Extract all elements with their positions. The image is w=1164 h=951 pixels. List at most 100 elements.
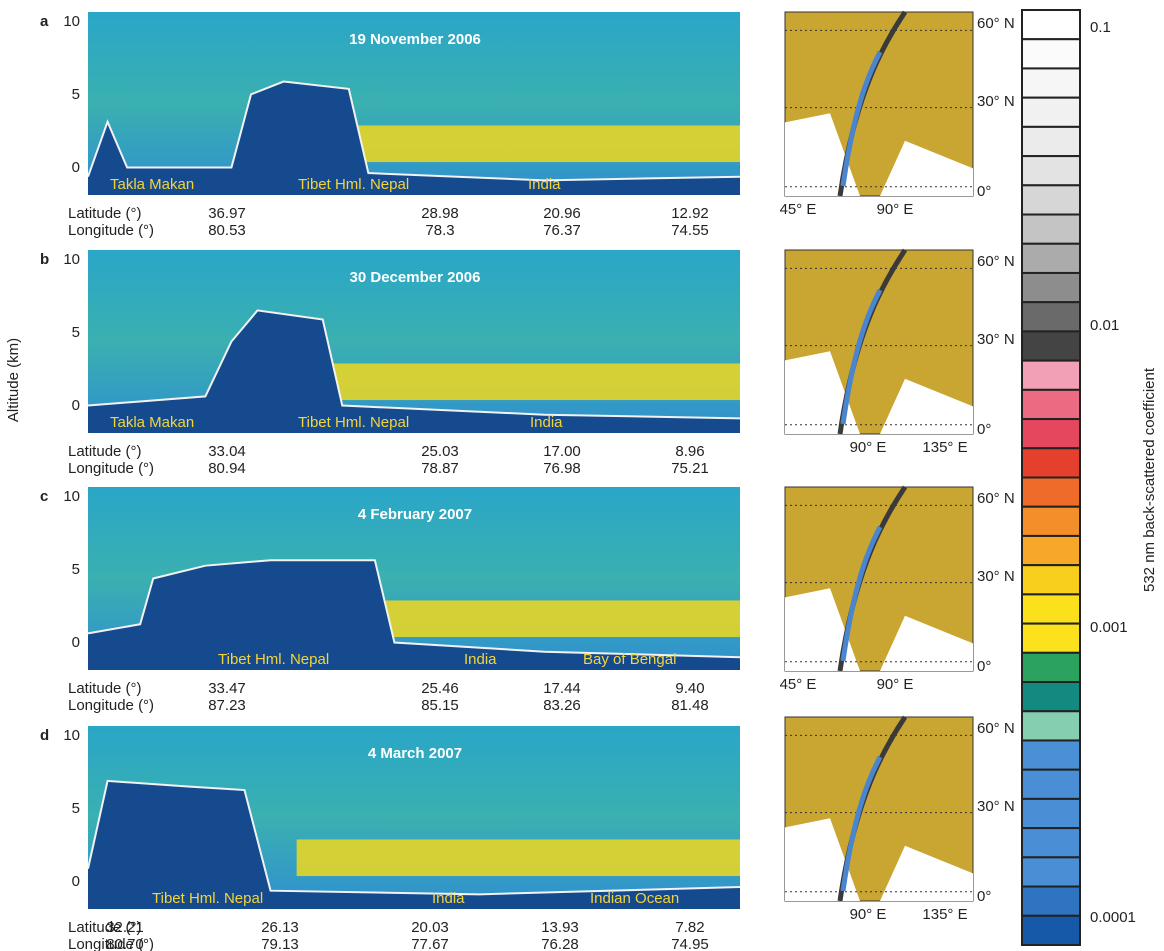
y-tick-label: 5: [72, 561, 80, 578]
colorbar-swatch: [1021, 885, 1081, 917]
longitude-value: 80.94: [208, 460, 246, 477]
latitude-value: 17.00: [543, 443, 581, 460]
map-lat-label: 30° N: [977, 798, 1015, 815]
colorbar-swatch: [1021, 622, 1081, 654]
panel-letter: d: [40, 727, 49, 744]
y-tick-label: 10: [63, 488, 80, 505]
longitude-value: 76.37: [543, 222, 581, 239]
map-ocean: [785, 351, 973, 434]
colorbar-swatch: [1021, 768, 1081, 800]
latitude-value: 33.47: [208, 680, 246, 697]
colorbar-label: 0.1: [1090, 19, 1111, 36]
map-lon-label: 135° E: [922, 906, 967, 923]
latitude-value: 20.96: [543, 205, 581, 222]
colorbar-swatch: [1021, 271, 1081, 304]
longitude-label: Longitude (°): [68, 936, 154, 951]
colorbar-swatch: [1021, 447, 1081, 479]
map-ocean: [785, 818, 973, 901]
aerosol-layer: [283, 363, 740, 401]
panel-letter: a: [40, 13, 49, 30]
map-ocean: [785, 588, 973, 671]
map-lat-label: 30° N: [977, 331, 1015, 348]
longitude-value: 85.15: [421, 697, 459, 714]
map-lon-label: 135° E: [922, 439, 967, 456]
map-lat-label: 30° N: [977, 568, 1015, 585]
latitude-value: 12.92: [671, 205, 709, 222]
map-lat-label: 60° N: [977, 253, 1015, 270]
region-label: Tibet Hml. Nepal: [298, 414, 409, 431]
latitude-label: Latitude (°): [68, 205, 142, 222]
longitude-value: 75.21: [671, 460, 709, 477]
panel-date: 19 November 2006: [349, 31, 481, 48]
longitude-value: 80.53: [208, 222, 246, 239]
y-tick-label: 5: [72, 86, 80, 103]
latitude-value: 32.21: [106, 919, 144, 936]
colorbar-swatch: [1021, 330, 1081, 362]
colorbar-swatch: [1021, 67, 1081, 99]
colorbar-swatch: [1021, 593, 1081, 625]
region-label: India: [528, 176, 561, 193]
colorbar-swatch: [1021, 125, 1081, 158]
colorbar-swatch: [1021, 534, 1081, 567]
region-label: Indian Ocean: [590, 890, 679, 907]
region-label: Tibet Hml. Nepal: [152, 890, 263, 907]
longitude-label: Longitude (°): [68, 697, 154, 714]
colorbar-swatch: [1021, 301, 1081, 333]
latitude-value: 25.46: [421, 680, 459, 697]
longitude-value: 78.3: [425, 222, 454, 239]
region-label: India: [530, 414, 563, 431]
colorbar-swatch: [1021, 9, 1081, 41]
surface-return: [87, 559, 741, 659]
colorbar-swatch: [1021, 564, 1081, 596]
y-tick-label: 0: [72, 873, 80, 890]
y-tick-label: 0: [72, 634, 80, 651]
longitude-value: 79.13: [261, 936, 299, 951]
y-tick-label: 10: [63, 13, 80, 30]
colorbar-swatch: [1021, 184, 1081, 216]
map-lon-label: 90° E: [877, 676, 914, 693]
colorbar-label: 0.001: [1090, 619, 1128, 636]
map-lat-label: 0°: [977, 183, 991, 200]
region-label: Tibet Hml. Nepal: [218, 651, 329, 668]
latitude-value: 33.04: [208, 443, 246, 460]
latitude-value: 20.03: [411, 919, 449, 936]
colorbar-swatch: [1021, 96, 1081, 128]
map-lat-label: 60° N: [977, 490, 1015, 507]
colorbar-swatch: [1021, 242, 1081, 274]
y-axis-label: Altitude (km): [5, 338, 22, 422]
map-lon-label: 90° E: [877, 201, 914, 218]
longitude-value: 74.55: [671, 222, 709, 239]
y-tick-label: 5: [72, 800, 80, 817]
region-label: Bay of Bengal: [583, 651, 676, 668]
colorbar-swatch: [1021, 827, 1081, 859]
latitude-value: 17.44: [543, 680, 581, 697]
map-ocean: [785, 113, 973, 196]
y-tick-label: 10: [63, 727, 80, 744]
longitude-value: 74.95: [671, 936, 709, 951]
y-tick-label: 0: [72, 159, 80, 176]
colorbar-swatch: [1021, 710, 1081, 742]
map-lat-label: 30° N: [977, 93, 1015, 110]
colorbar-swatch: [1021, 38, 1081, 70]
surface-return: [87, 779, 741, 896]
colorbar-swatch: [1021, 856, 1081, 888]
map-lon-label: 45° E: [780, 201, 817, 218]
terrain: [88, 560, 740, 670]
map-lat-label: 60° N: [977, 15, 1015, 32]
latitude-value: 8.96: [675, 443, 704, 460]
map-lat-label: 60° N: [977, 720, 1015, 737]
colorbar-swatch: [1021, 914, 1081, 946]
longitude-value: 81.48: [671, 697, 709, 714]
region-label: India: [464, 651, 497, 668]
latitude-value: 36.97: [208, 205, 246, 222]
longitude-label: Longitude (°): [68, 460, 154, 477]
longitude-label: Longitude (°): [68, 222, 154, 239]
surface-return: [87, 309, 741, 420]
panel-date: 4 March 2007: [368, 745, 462, 762]
colorbar-swatch: [1021, 651, 1081, 684]
longitude-value: 77.67: [411, 936, 449, 951]
latitude-value: 9.40: [675, 680, 704, 697]
latitude-label: Latitude (°): [68, 443, 142, 460]
terrain: [88, 81, 740, 195]
